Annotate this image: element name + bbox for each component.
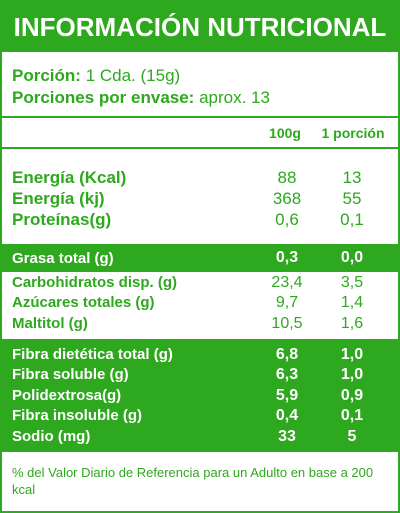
- nutrient-label: Sodio (mg): [12, 428, 91, 445]
- value-portion: 1,4: [340, 294, 364, 311]
- value-portion: 0,1: [340, 210, 364, 229]
- column-header-portion: 1 porción: [321, 125, 385, 141]
- value-100g: 9,7: [275, 294, 299, 311]
- value-100g: 0,3: [275, 249, 299, 266]
- portion-line: Porción: 1 Cda. (15g): [12, 65, 270, 87]
- footnote: % del Valor Diario de Referencia para un…: [12, 465, 374, 497]
- nutrient-label: Maltitol (g): [12, 315, 88, 332]
- value-portion: 0,0: [340, 249, 364, 266]
- nutrient-label: Fibra insoluble (g): [12, 407, 142, 424]
- column-header-100g: 100g: [269, 125, 301, 141]
- servings-per-pack-label: Porciones por envase:: [12, 88, 195, 107]
- value-100g: 10,5: [271, 315, 303, 332]
- divider: [2, 116, 398, 118]
- value-portion: 0,9: [340, 387, 364, 404]
- nutrient-label: Polidextrosa(g): [12, 387, 122, 404]
- nutrient-label: Energía (kj): [12, 189, 105, 208]
- nutrient-label: Grasa total (g): [12, 250, 114, 267]
- value-portion: 0,1: [340, 407, 364, 424]
- value-100g: 5,9: [275, 387, 299, 404]
- value-portion: 1,6: [340, 315, 364, 332]
- value-100g: 23,4: [271, 274, 303, 291]
- nutrient-label: Azúcares totales (g): [12, 294, 155, 311]
- servings-per-pack-line: Porciones por envase: aprox. 13: [12, 87, 270, 109]
- nutrient-row-total-fat: Grasa total (g) 0,3 0,0: [2, 244, 398, 272]
- value-portion: 1,0: [340, 366, 364, 383]
- value-100g: 6,3: [275, 366, 299, 383]
- nutrient-label: Fibra dietética total (g): [12, 346, 173, 363]
- nutrient-label: Carbohidratos disp. (g): [12, 274, 177, 291]
- nutrient-label: Proteínas(g): [12, 210, 112, 229]
- value-100g: 0,4: [275, 407, 299, 424]
- portion-label: Porción:: [12, 66, 81, 85]
- value-100g: 6,8: [275, 346, 299, 363]
- nutrient-label: Fibra soluble (g): [12, 366, 129, 383]
- nutrient-label: Energía (Kcal): [12, 168, 127, 187]
- value-100g: 0,6: [275, 210, 299, 229]
- serving-info: Porción: 1 Cda. (15g) Porciones por enva…: [12, 65, 270, 109]
- value-portion: 55: [342, 189, 362, 208]
- divider: [2, 147, 398, 149]
- value-portion: 1,0: [340, 346, 364, 363]
- value-100g: 33: [278, 428, 296, 445]
- portion-value: 1 Cda. (15g): [85, 66, 181, 85]
- panel-title: INFORMACIÓN NUTRICIONAL: [2, 2, 398, 52]
- value-100g: 88: [277, 168, 297, 187]
- value-portion: 13: [342, 168, 362, 187]
- value-portion: 5: [347, 428, 357, 445]
- servings-per-pack-value: aprox. 13: [199, 88, 270, 107]
- value-portion: 3,5: [340, 274, 364, 291]
- value-100g: 368: [272, 189, 302, 208]
- fiber-sodium-section: Fibra dietética total (g) 6,8 1,0 Fibra …: [2, 339, 398, 452]
